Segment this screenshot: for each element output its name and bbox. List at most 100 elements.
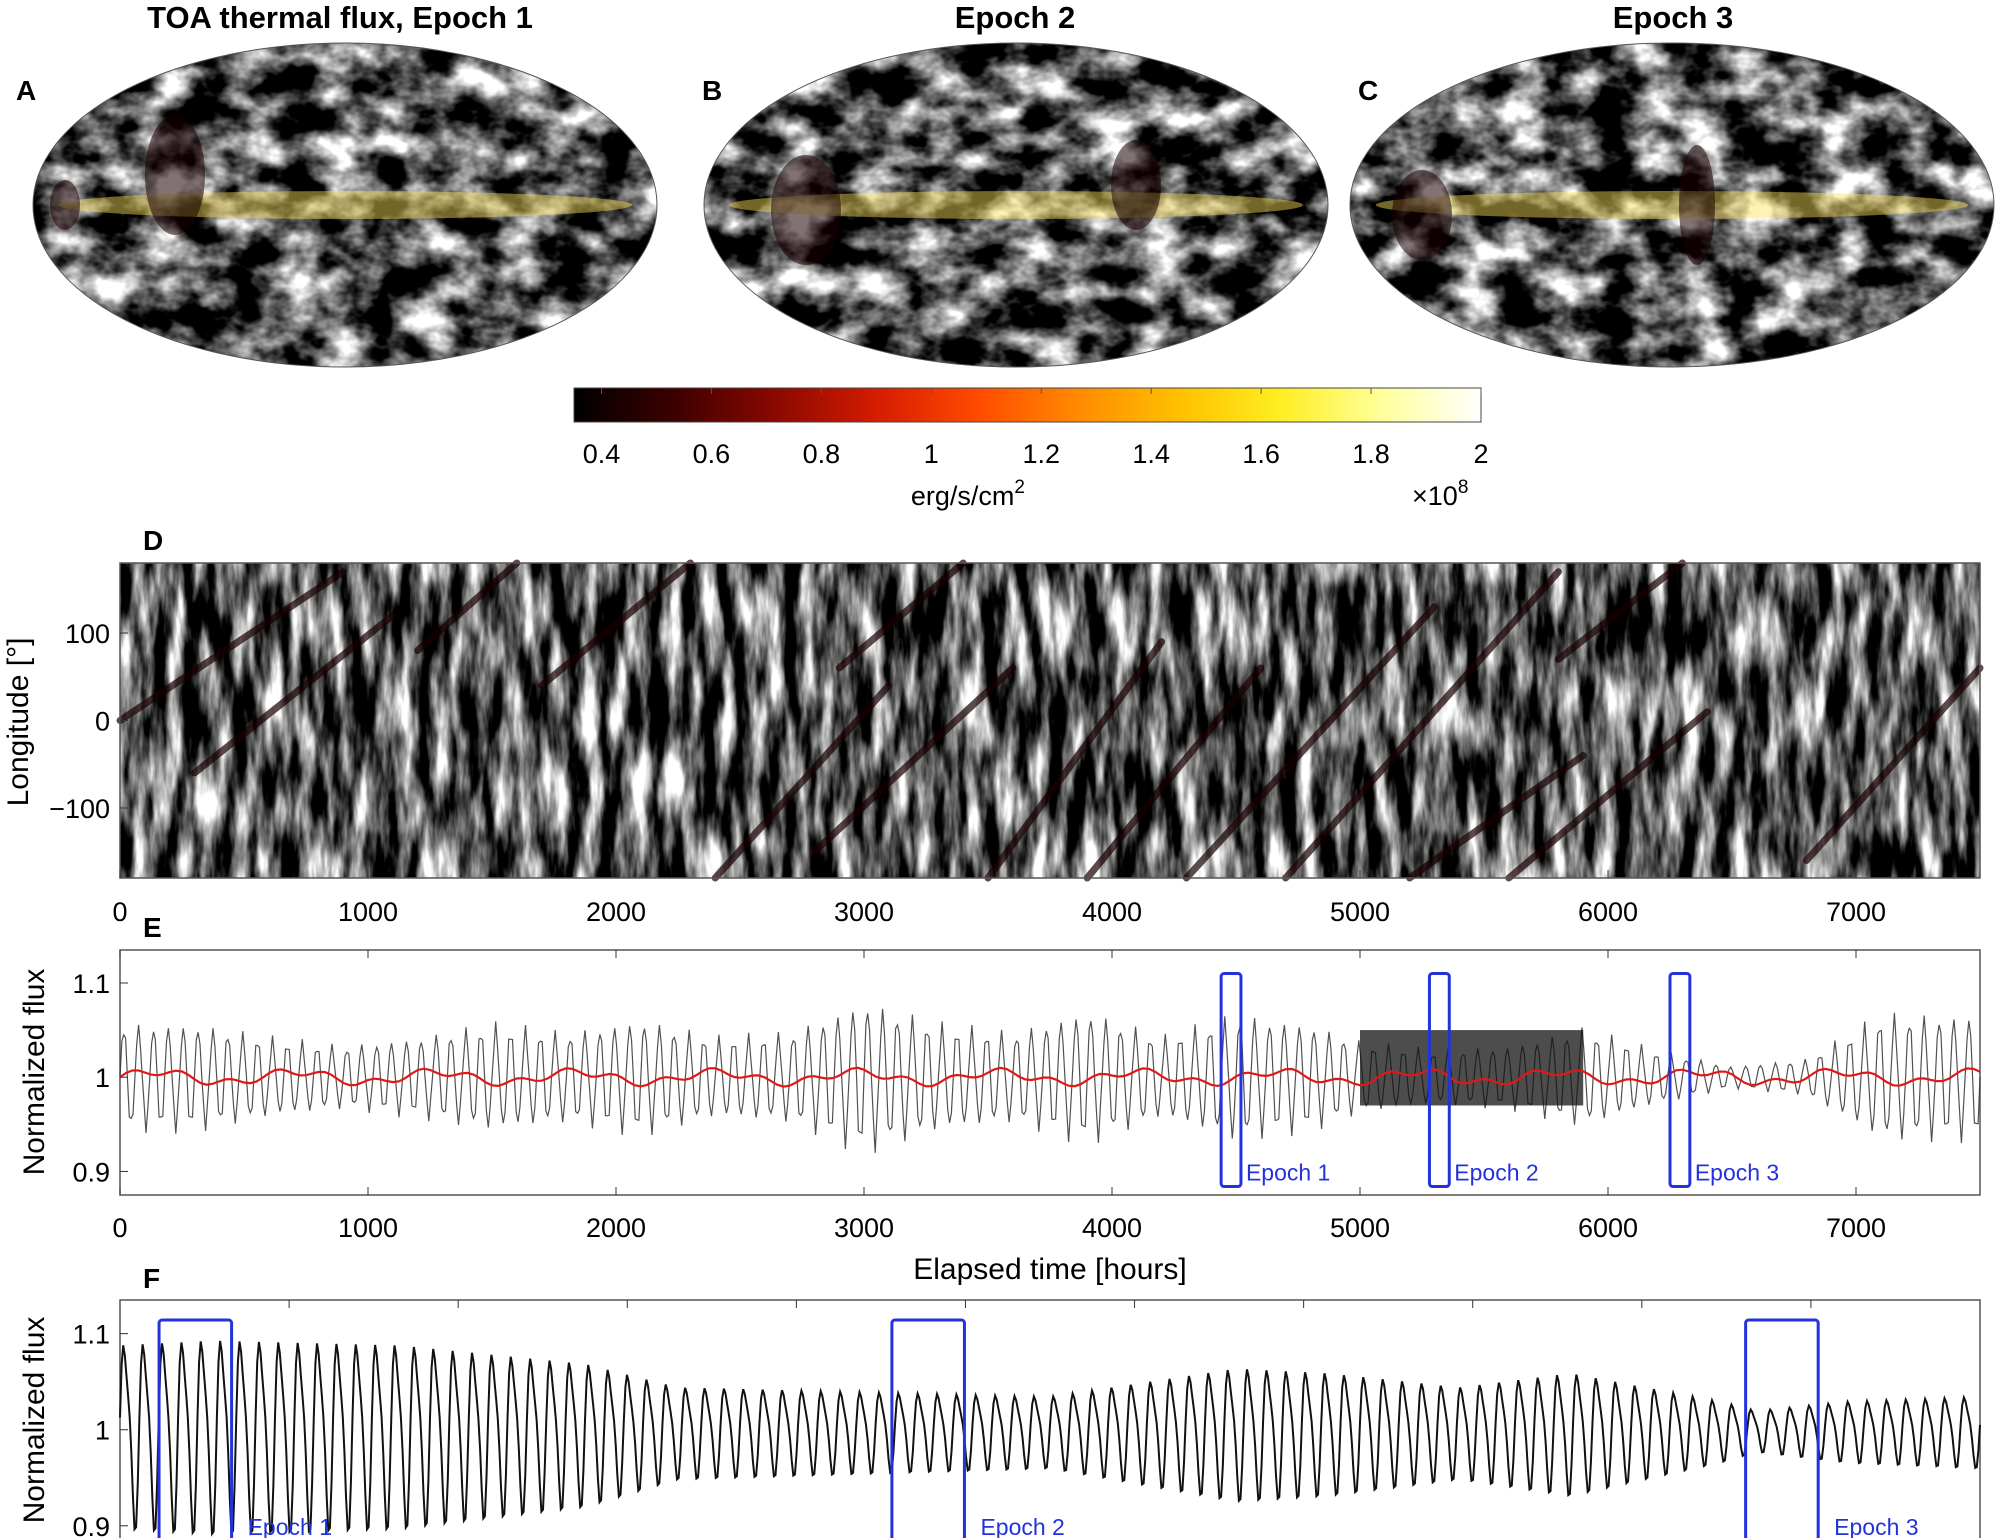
panel-d-ytick-label: 100 [65, 619, 110, 649]
dense-flux-region [1360, 1030, 1584, 1106]
dark-vortex [1679, 145, 1715, 265]
vortex-track [538, 559, 694, 689]
flux-curve-zoom [119, 1340, 1981, 1537]
colorbar-tick-label: 0.4 [583, 439, 621, 469]
map-equatorial-band [728, 140, 1304, 265]
panel-e-xlabel: Elapsed time [hours] [913, 1253, 1186, 1286]
vortex-track [1182, 603, 1438, 882]
epoch-label-2: Epoch 2 [1454, 1160, 1538, 1186]
dark-vortex [1392, 170, 1452, 260]
epoch-box-zoom-3 [1744, 1318, 1820, 1538]
panel-d-xtick-label: 3000 [834, 897, 894, 927]
panel-d-xtick-label: 7000 [1826, 897, 1886, 927]
vortex-track [414, 559, 521, 654]
panel-d-xtick-label: 0 [112, 897, 127, 927]
vortex-track [711, 682, 893, 882]
vortex-track [1554, 559, 1686, 663]
colorbar-unit-label: erg/s/cm2 [911, 477, 1025, 511]
epoch-box-3 [1668, 972, 1692, 1189]
vortex-track [1406, 752, 1587, 882]
panel-label-b: B [702, 75, 722, 106]
panel-e-xtick-label: 4000 [1082, 1213, 1142, 1243]
panel-d-xtick-label: 2000 [586, 897, 646, 927]
map-a-title: TOA thermal flux, Epoch 1 [147, 0, 533, 35]
panel-e-plot: Epoch 1 Epoch 2 Epoch 3 [119, 972, 1981, 1189]
panel-d-ylabel: Longitude [°] [2, 638, 35, 807]
colorbar-tick-label: 1 [924, 439, 939, 469]
panel-f-ytick-label: 1 [95, 1416, 110, 1446]
dark-vortex [50, 180, 80, 230]
panel-e: Epoch 1 Epoch 2 Epoch 3 0 1000 2000 3000 4000 5… [18, 949, 1981, 1286]
panel-f-ytick-label: 1.1 [72, 1320, 110, 1350]
panel-d-xtick-label: 6000 [1578, 897, 1638, 927]
panel-d-xtick-label: 1000 [338, 897, 398, 927]
epoch-label-3: Epoch 3 [1695, 1160, 1779, 1186]
equatorial-jet [1375, 191, 1969, 219]
colorbar-tick-label: 0.8 [803, 439, 841, 469]
epoch-box-1 [1219, 972, 1243, 1189]
panel-e-ytick-label: 0.9 [72, 1157, 110, 1187]
panel-label-f: F [143, 1263, 160, 1294]
panel-label-c: C [1358, 75, 1378, 106]
epoch-box-2 [1427, 972, 1451, 1189]
colorbar: 0.4 0.6 0.8 1 1.2 1.4 1.6 1.8 2 erg/s/cm2 ×108 [573, 387, 1489, 511]
map-equatorial-band [1375, 145, 1969, 265]
panel-f: Epoch 1 Epoch 2 Epoch 3 1.1 1 0.9 Normalized… [18, 1299, 1981, 1538]
hovmoller-dark-streaks [116, 559, 1984, 882]
panel-f-axes: 1.1 1 0.9 [72, 1300, 1812, 1538]
vortex-track [1282, 568, 1562, 882]
vortex-track [1802, 664, 1984, 864]
vortex-track [1505, 708, 1711, 882]
map-c [1349, 42, 1995, 368]
map-a-outline [32, 42, 658, 368]
panel-e-xtick-label: 1000 [338, 1213, 398, 1243]
map-b-title: Epoch 2 [955, 0, 1076, 35]
panel-e-ylabel: Normalized flux [18, 969, 51, 1176]
panel-e-ytick-label: 1 [95, 1063, 110, 1093]
colorbar-tick-label: 1.6 [1242, 439, 1280, 469]
panel-e-xtick-label: 2000 [586, 1213, 646, 1243]
vortex-track [116, 568, 347, 724]
epoch-box-zoom-2 [890, 1318, 966, 1538]
epoch-label-zoom-2: Epoch 2 [980, 1514, 1064, 1538]
map-b-ellipse [704, 43, 1328, 367]
panel-label-a: A [16, 75, 36, 106]
panel-e-ytick-label: 1.1 [72, 969, 110, 999]
panel-d-ytick-label: −100 [49, 794, 110, 824]
equatorial-jet [57, 191, 633, 219]
colorbar-multiplier: ×108 [1412, 477, 1468, 511]
colorbar-tick-label: 1.4 [1132, 439, 1170, 469]
panel-e-xtick-label: 3000 [834, 1213, 894, 1243]
map-c-title: Epoch 3 [1613, 0, 1734, 35]
panel-f-ytick-label: 0.9 [72, 1512, 110, 1538]
vortex-track [984, 638, 1166, 882]
dark-vortex [145, 115, 205, 235]
panel-f-plot: Epoch 1 Epoch 2 Epoch 3 [119, 1318, 1981, 1538]
panel-d-xtick-label: 5000 [1330, 897, 1390, 927]
map-b-outline [703, 42, 1329, 368]
panel-e-xtick-label: 0 [112, 1213, 127, 1243]
vortex-track [1083, 664, 1265, 882]
panel-e-axes: 0 1000 2000 3000 4000 5000 6000 7000 1.1 1 0.9 [72, 950, 1886, 1243]
dark-vortex [1111, 140, 1161, 230]
vortex-track [190, 612, 397, 777]
colorbar-tick-label: 2 [1473, 439, 1488, 469]
hovmoller-heatmap [120, 563, 1980, 878]
epoch-label-zoom-1: Epoch 1 [248, 1514, 332, 1538]
colorbar-tick-label: 0.6 [693, 439, 731, 469]
panel-e-xtick-label: 7000 [1826, 1213, 1886, 1243]
panel-d-xtick-label: 4000 [1082, 897, 1142, 927]
colorbar-gradient [573, 387, 1482, 423]
panel-e-xtick-label: 6000 [1578, 1213, 1638, 1243]
map-c-outline [1349, 42, 1995, 368]
vortex-track [810, 664, 1017, 856]
map-c-ellipse [1350, 43, 1994, 367]
epoch-box-zoom-1 [157, 1318, 234, 1538]
panel-e-xtick-label: 5000 [1330, 1213, 1390, 1243]
colorbar-tick-label: 1.2 [1022, 439, 1060, 469]
panel-label-e: E [143, 912, 162, 943]
panel-f-ylabel: Normalized flux [18, 1317, 51, 1524]
